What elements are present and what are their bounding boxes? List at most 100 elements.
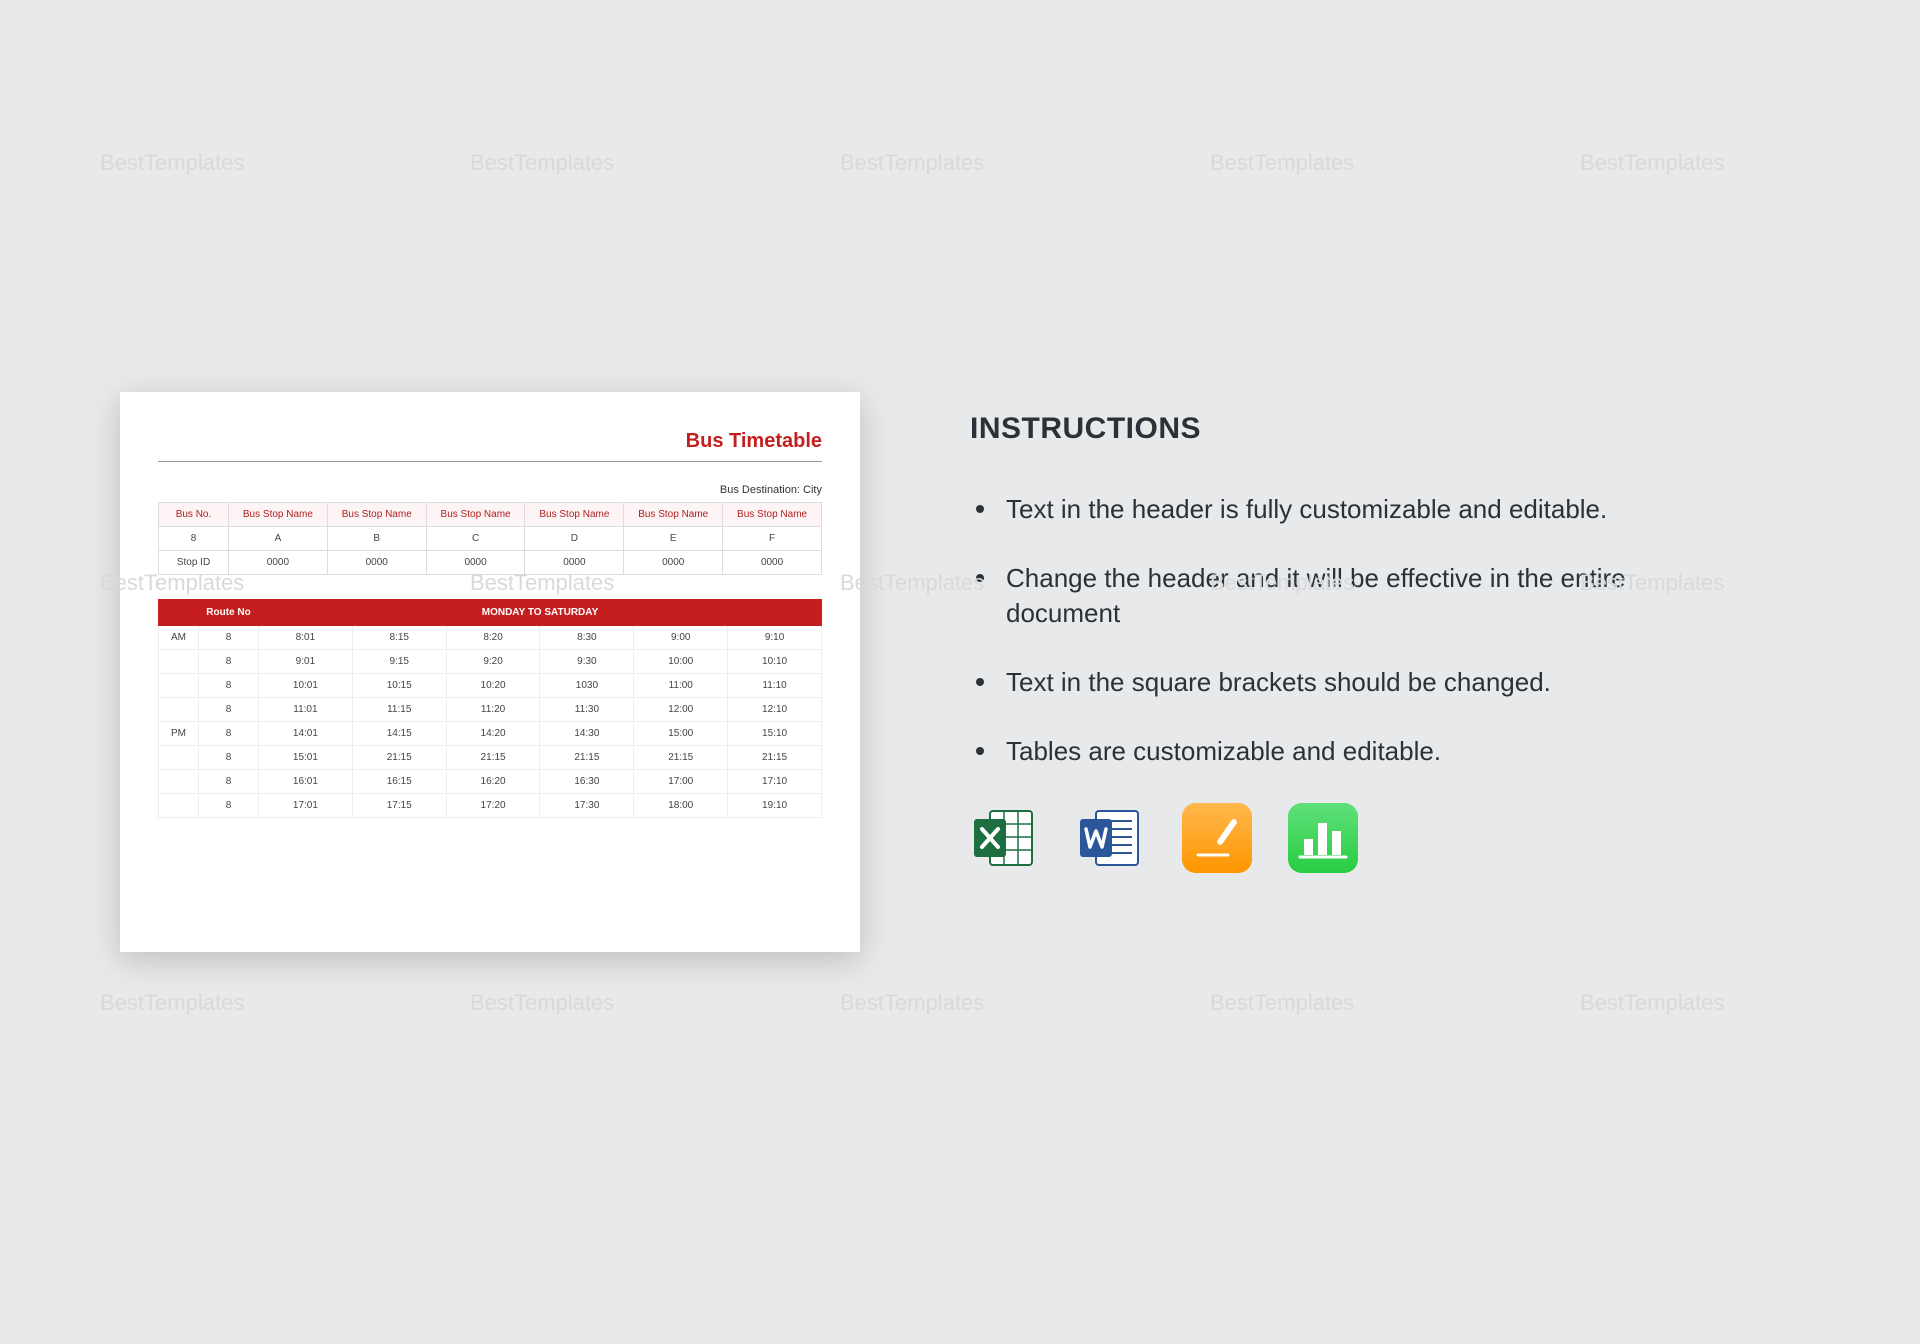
time-cell: 14:20 [446,722,540,746]
route-cell: 8 [199,794,259,818]
route-cell: 8 [199,722,259,746]
period-cell: AM [159,626,199,650]
stops-header-cell: Bus Stop Name [327,503,426,527]
table-row: 8ABCDEF [159,527,822,551]
timetable-header-days: MONDAY TO SATURDAY [259,600,822,626]
time-cell: 10:01 [259,674,353,698]
table-row: 817:0117:1517:2017:3018:0019:10 [159,794,822,818]
table-cell: 0000 [624,551,723,575]
time-cell: 17:20 [446,794,540,818]
time-cell: 17:01 [259,794,353,818]
table-row: Stop ID000000000000000000000000 [159,551,822,575]
watermark-text: BestTemplates [470,150,614,176]
time-cell: 10:10 [728,650,822,674]
stops-header-cell: Bus Stop Name [525,503,624,527]
time-cell: 16:30 [540,770,634,794]
instruction-item: Change the header and it will be effecti… [970,561,1740,631]
stops-header-cell: Bus No. [159,503,229,527]
time-cell: 18:00 [634,794,728,818]
period-cell [159,674,199,698]
time-cell: 11:30 [540,698,634,722]
table-row: 89:019:159:209:3010:0010:10 [159,650,822,674]
instructions-heading: INSTRUCTIONS [970,412,1740,446]
time-cell: 9:20 [446,650,540,674]
document-preview: Bus Timetable Bus Destination: City Bus … [120,392,860,952]
period-cell [159,770,199,794]
time-cell: 21:15 [634,746,728,770]
time-cell: 17:00 [634,770,728,794]
time-cell: 21:15 [352,746,446,770]
stops-header-cell: Bus Stop Name [723,503,822,527]
table-row: 811:0111:1511:2011:3012:0012:10 [159,698,822,722]
excel-icon [970,803,1040,873]
word-icon [1076,803,1146,873]
table-cell: 0000 [229,551,328,575]
table-cell: 8 [159,527,229,551]
period-cell [159,746,199,770]
watermark-text: BestTemplates [1580,990,1724,1016]
route-cell: 8 [199,770,259,794]
time-cell: 21:15 [540,746,634,770]
period-cell [159,794,199,818]
table-cell: B [327,527,426,551]
stops-header-cell: Bus Stop Name [426,503,525,527]
time-cell: 1030 [540,674,634,698]
time-cell: 21:15 [728,746,822,770]
time-cell: 9:15 [352,650,446,674]
time-cell: 8:15 [352,626,446,650]
time-cell: 15:10 [728,722,822,746]
document-title: Bus Timetable [158,430,822,462]
time-cell: 14:15 [352,722,446,746]
time-cell: 14:30 [540,722,634,746]
table-cell: C [426,527,525,551]
watermark-text: BestTemplates [840,990,984,1016]
time-cell: 16:01 [259,770,353,794]
time-cell: 16:20 [446,770,540,794]
time-cell: 11:01 [259,698,353,722]
main-container: Bus Timetable Bus Destination: City Bus … [120,392,1800,952]
table-cell: A [229,527,328,551]
time-cell: 11:00 [634,674,728,698]
table-cell: 0000 [723,551,822,575]
watermark-text: BestTemplates [840,150,984,176]
watermark-text: BestTemplates [470,990,614,1016]
instruction-item: Text in the header is fully customizable… [970,492,1740,527]
table-row: PM814:0114:1514:2014:3015:0015:10 [159,722,822,746]
time-cell: 11:20 [446,698,540,722]
time-cell: 10:20 [446,674,540,698]
instructions-panel: INSTRUCTIONS Text in the header is fully… [970,392,1740,873]
time-cell: 17:15 [352,794,446,818]
route-cell: 8 [199,674,259,698]
route-cell: 8 [199,626,259,650]
table-row: 816:0116:1516:2016:3017:0017:10 [159,770,822,794]
stops-table: Bus No.Bus Stop NameBus Stop NameBus Sto… [158,502,822,575]
table-cell: D [525,527,624,551]
timetable-header-blank [159,600,199,626]
time-cell: 19:10 [728,794,822,818]
watermark-text: BestTemplates [1210,150,1354,176]
table-row: 810:0110:1510:20103011:0011:10 [159,674,822,698]
format-icons-row [970,803,1740,873]
time-cell: 10:15 [352,674,446,698]
watermark-text: BestTemplates [100,150,244,176]
timetable-header-route: Route No [199,600,259,626]
watermark-text: BestTemplates [1210,990,1354,1016]
time-cell: 9:10 [728,626,822,650]
time-cell: 17:10 [728,770,822,794]
stops-header-cell: Bus Stop Name [624,503,723,527]
route-cell: 8 [199,698,259,722]
table-cell: F [723,527,822,551]
time-cell: 11:15 [352,698,446,722]
time-cell: 17:30 [540,794,634,818]
table-row: 815:0121:1521:1521:1521:1521:15 [159,746,822,770]
time-cell: 10:00 [634,650,728,674]
time-cell: 21:15 [446,746,540,770]
watermark-text: BestTemplates [100,990,244,1016]
time-cell: 9:01 [259,650,353,674]
time-cell: 15:00 [634,722,728,746]
table-cell: 0000 [525,551,624,575]
numbers-icon [1288,803,1358,873]
period-cell: PM [159,722,199,746]
time-cell: 9:30 [540,650,634,674]
stops-header-cell: Bus Stop Name [229,503,328,527]
